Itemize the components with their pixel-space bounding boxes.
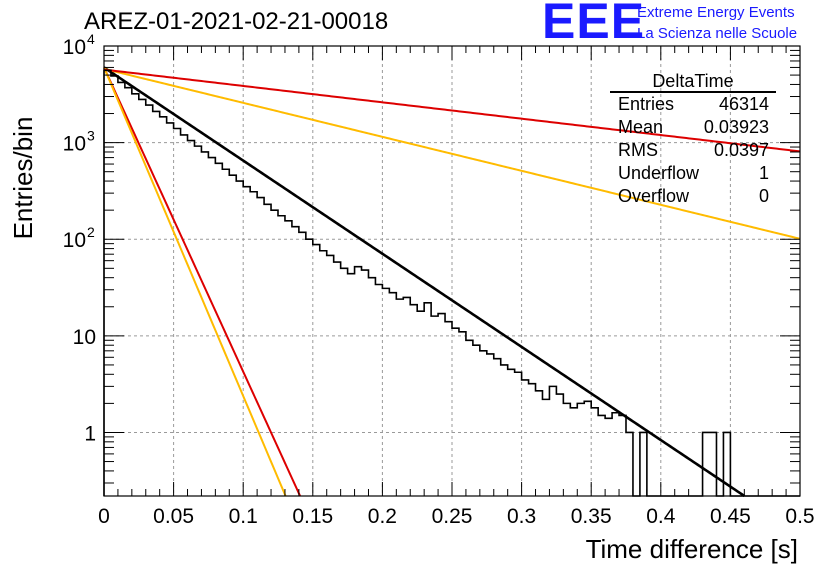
x-tick-label: 0 [98, 505, 110, 528]
x-tick-label: 0.4 [646, 505, 676, 528]
fit-curve [103, 67, 801, 240]
stats-value: 0 [759, 186, 769, 206]
stats-label: Mean [618, 117, 663, 137]
grid-lines [104, 46, 800, 496]
x-tick-label: 0.15 [292, 505, 333, 528]
stats-value: 0.03923 [704, 117, 769, 137]
stats-label: Underflow [618, 163, 700, 183]
y-tick-label: 10 [63, 133, 86, 156]
stats-value: 0.0397 [714, 140, 769, 160]
stats-box: DeltaTime Entries 46314 Mean 0.03923 RMS 0.03… [610, 71, 776, 206]
x-tick-label: 0.3 [507, 505, 536, 528]
plot-title: AREZ-01-2021-02-21-00018 [84, 8, 389, 35]
y-tick-label: 10 [63, 229, 86, 252]
fit-curve [103, 67, 302, 497]
histogram-series [103, 69, 800, 497]
y-axis-label: Entries/bin [8, 117, 38, 240]
axis-ticks [103, 45, 801, 496]
x-tick-label: 0.45 [710, 505, 751, 528]
fit-curve [103, 66, 746, 498]
histogram-steps [103, 69, 800, 497]
logo-mark: EEE [542, 0, 646, 49]
x-tick-label: 0.5 [785, 505, 814, 528]
x-tick-labels: 0 0.05 0.1 0.15 0.2 0.25 0.3 0.35 0.4 0.45 0.5 [98, 505, 814, 528]
x-tick-label: 0.2 [368, 505, 397, 528]
x-tick-label: 0.1 [229, 505, 258, 528]
x-axis-label: Time difference [s] [586, 534, 798, 564]
y-tick-exponent: 2 [87, 224, 95, 240]
logo-text-line2: La Scienza nelle Scuole [637, 25, 798, 42]
x-tick-label: 0.25 [432, 505, 473, 528]
y-tick-label: 10 [63, 36, 86, 59]
y-tick-exponent: 4 [87, 31, 95, 47]
y-tick-label: 1 [84, 422, 96, 445]
stats-label: RMS [618, 140, 658, 160]
stats-value: 46314 [719, 94, 769, 114]
stats-title: DeltaTime [652, 71, 733, 91]
stats-value: 1 [759, 163, 769, 183]
fit-curve [103, 67, 287, 497]
eee-logo: EEE Extreme Energy Events La Scienza nel… [542, 0, 832, 49]
stats-label: Overflow [618, 186, 690, 206]
x-tick-label: 0.35 [571, 505, 612, 528]
y-tick-exponent: 3 [87, 128, 95, 144]
logo-text-line1: Extreme Energy Events [637, 4, 795, 21]
fit-curves [103, 66, 801, 498]
fit-curve [103, 68, 801, 153]
stats-label: Entries [618, 94, 674, 114]
x-tick-label: 0.05 [153, 505, 194, 528]
y-tick-label: 10 [73, 326, 96, 349]
